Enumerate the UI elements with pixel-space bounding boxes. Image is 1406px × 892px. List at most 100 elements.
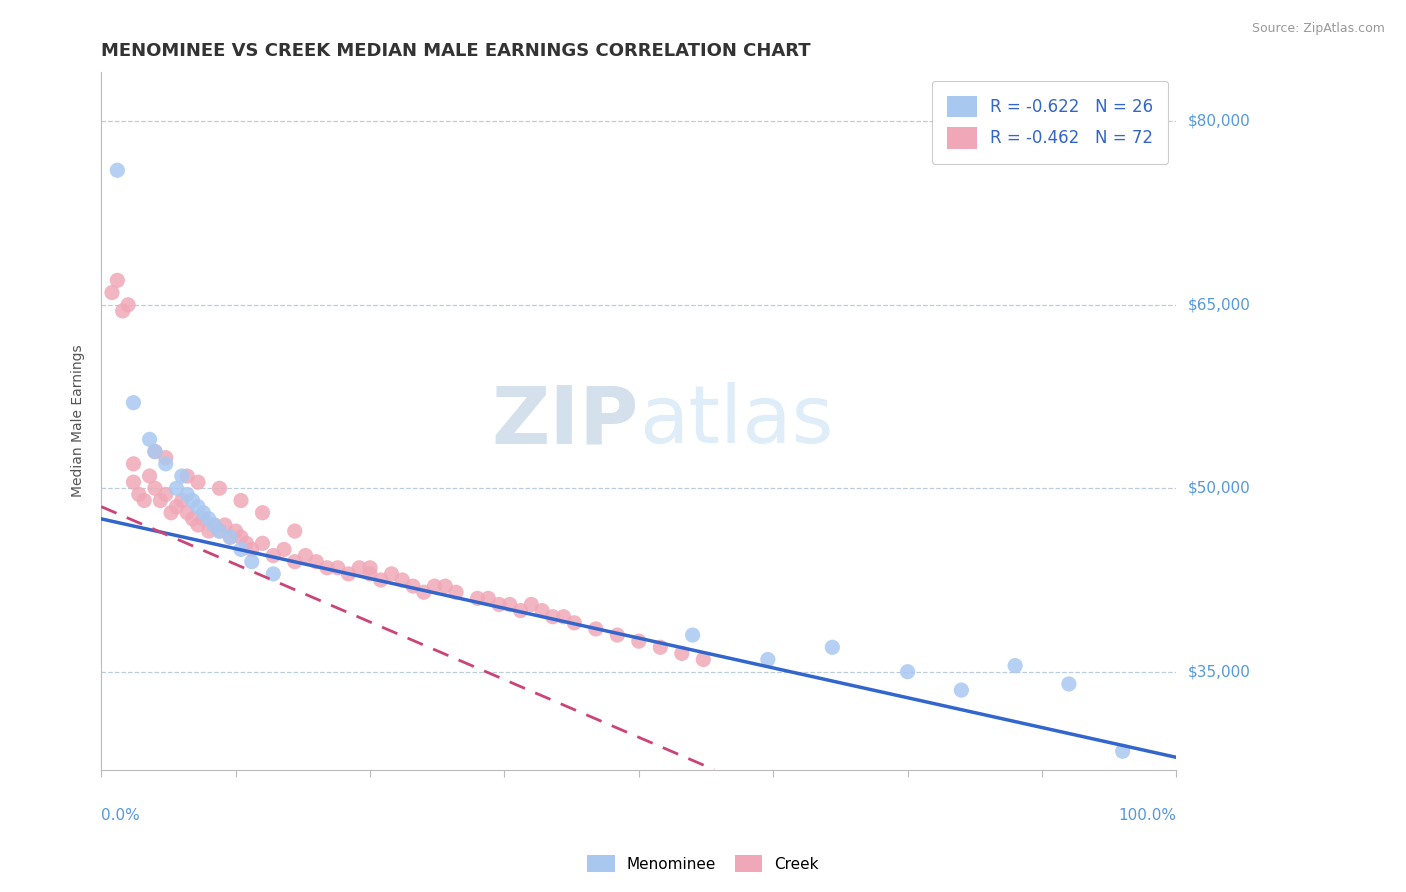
Point bbox=[166, 500, 188, 514]
Point bbox=[143, 444, 166, 458]
Point bbox=[187, 518, 209, 533]
Point bbox=[402, 579, 425, 593]
Point bbox=[488, 598, 510, 612]
Point bbox=[128, 487, 150, 501]
Point bbox=[467, 591, 489, 606]
Point bbox=[197, 512, 219, 526]
Point bbox=[229, 542, 252, 557]
Point bbox=[821, 640, 844, 655]
Point bbox=[143, 481, 166, 495]
Point bbox=[671, 647, 693, 661]
Point bbox=[170, 469, 193, 483]
Point bbox=[155, 457, 177, 471]
Point bbox=[155, 487, 177, 501]
Point bbox=[585, 622, 607, 636]
Point bbox=[412, 585, 434, 599]
Point bbox=[273, 542, 295, 557]
Text: $80,000: $80,000 bbox=[1188, 114, 1250, 128]
Point bbox=[756, 652, 779, 666]
Point bbox=[235, 536, 257, 550]
Point bbox=[181, 493, 204, 508]
Point bbox=[219, 530, 242, 544]
Text: ZIP: ZIP bbox=[492, 382, 638, 460]
Text: MENOMINEE VS CREEK MEDIAN MALE EARNINGS CORRELATION CHART: MENOMINEE VS CREEK MEDIAN MALE EARNINGS … bbox=[101, 42, 811, 60]
Point bbox=[187, 500, 209, 514]
Point bbox=[553, 609, 575, 624]
Point bbox=[214, 518, 236, 533]
Point bbox=[252, 506, 274, 520]
Point bbox=[262, 566, 284, 581]
Point bbox=[520, 598, 543, 612]
Point bbox=[208, 524, 231, 538]
Point bbox=[208, 481, 231, 495]
Point bbox=[262, 549, 284, 563]
Text: atlas: atlas bbox=[638, 382, 834, 460]
Point bbox=[349, 561, 371, 575]
Point bbox=[134, 493, 156, 508]
Point bbox=[240, 542, 263, 557]
Point bbox=[229, 493, 252, 508]
Point bbox=[252, 536, 274, 550]
Point bbox=[284, 555, 307, 569]
Point bbox=[202, 518, 225, 533]
Point bbox=[138, 433, 160, 447]
Point bbox=[359, 561, 381, 575]
Point bbox=[193, 512, 215, 526]
Point bbox=[149, 493, 172, 508]
Point bbox=[143, 444, 166, 458]
Point bbox=[391, 573, 413, 587]
Point bbox=[370, 573, 392, 587]
Point bbox=[1004, 658, 1026, 673]
Point bbox=[316, 561, 339, 575]
Point bbox=[434, 579, 457, 593]
Point bbox=[122, 395, 145, 409]
Point bbox=[122, 457, 145, 471]
Text: $65,000: $65,000 bbox=[1188, 297, 1250, 312]
Point bbox=[160, 506, 183, 520]
Y-axis label: Median Male Earnings: Median Male Earnings bbox=[72, 344, 86, 498]
Point bbox=[138, 469, 160, 483]
Point bbox=[284, 524, 307, 538]
Point bbox=[531, 604, 554, 618]
Point bbox=[208, 524, 231, 538]
Point bbox=[187, 475, 209, 490]
Point bbox=[897, 665, 920, 679]
Point bbox=[477, 591, 499, 606]
Point bbox=[229, 530, 252, 544]
Point bbox=[202, 518, 225, 533]
Point bbox=[219, 530, 242, 544]
Point bbox=[499, 598, 522, 612]
Point bbox=[650, 640, 672, 655]
Point bbox=[225, 524, 247, 538]
Point bbox=[950, 683, 973, 698]
Point bbox=[176, 469, 198, 483]
Point bbox=[193, 506, 215, 520]
Point bbox=[359, 566, 381, 581]
Point bbox=[240, 555, 263, 569]
Point bbox=[305, 555, 328, 569]
Point bbox=[105, 163, 128, 178]
Text: 100.0%: 100.0% bbox=[1118, 808, 1177, 823]
Legend: Menominee, Creek: Menominee, Creek bbox=[579, 847, 827, 880]
Point bbox=[155, 450, 177, 465]
Point bbox=[682, 628, 704, 642]
Point bbox=[176, 506, 198, 520]
Point bbox=[380, 566, 402, 581]
Point bbox=[627, 634, 650, 648]
Text: Source: ZipAtlas.com: Source: ZipAtlas.com bbox=[1251, 22, 1385, 36]
Text: 0.0%: 0.0% bbox=[101, 808, 141, 823]
Point bbox=[423, 579, 446, 593]
Point bbox=[509, 604, 531, 618]
Point bbox=[166, 481, 188, 495]
Point bbox=[606, 628, 628, 642]
Point bbox=[541, 609, 564, 624]
Point bbox=[111, 304, 134, 318]
Point bbox=[692, 652, 714, 666]
Point bbox=[562, 615, 585, 630]
Legend: R = -0.622   N = 26, R = -0.462   N = 72: R = -0.622 N = 26, R = -0.462 N = 72 bbox=[932, 81, 1168, 163]
Point bbox=[101, 285, 124, 300]
Point bbox=[1111, 744, 1133, 758]
Point bbox=[105, 273, 128, 287]
Point bbox=[337, 566, 360, 581]
Point bbox=[122, 475, 145, 490]
